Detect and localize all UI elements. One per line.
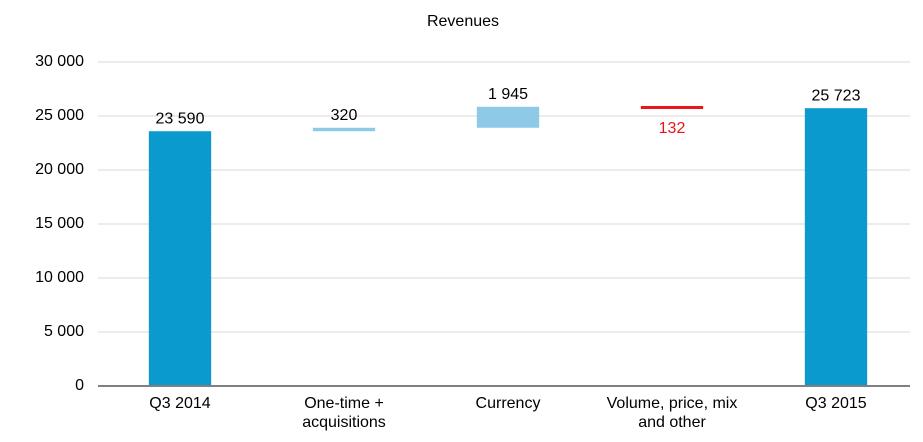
value-label: 25 723 — [812, 87, 861, 104]
value-label: 23 590 — [156, 110, 205, 127]
y-tick-label: 25 000 — [35, 107, 84, 124]
x-tick-label: Volume, price, mix and other — [606, 395, 738, 431]
bar — [312, 127, 376, 132]
y-tick-label: 0 — [75, 377, 84, 394]
bar — [476, 106, 540, 128]
y-tick-label: 20 000 — [35, 161, 84, 178]
chart-title: Revenues — [427, 13, 499, 30]
y-tick-label: 10 000 — [35, 269, 84, 286]
y-tick-label: 30 000 — [35, 53, 84, 70]
value-label: 1 945 — [488, 86, 528, 103]
bar — [148, 131, 212, 386]
bar — [804, 108, 868, 387]
x-tick-label: One-time + acquisitions — [302, 395, 386, 431]
x-tick-label: Q3 2015 — [805, 395, 867, 412]
y-tick-label: 15 000 — [35, 215, 84, 232]
x-tick-label: Currency — [475, 395, 541, 412]
value-label: 132 — [659, 120, 686, 137]
y-tick-label: 5 000 — [44, 323, 84, 340]
bar — [640, 105, 704, 109]
value-label: 320 — [331, 107, 358, 124]
x-tick-label: Q3 2014 — [149, 395, 211, 412]
